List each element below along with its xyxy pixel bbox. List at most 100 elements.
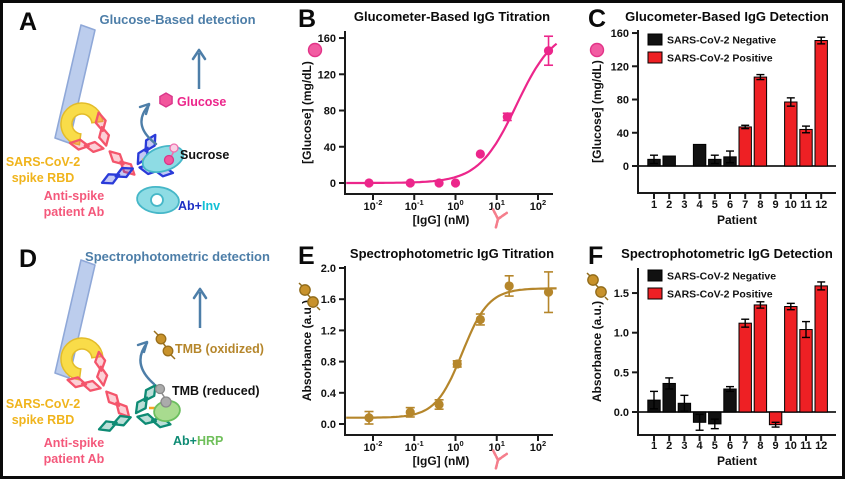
data-point (405, 178, 415, 188)
conjugate-label: Ab+Inv (178, 199, 220, 213)
conjugate-ab-label: Ab+ (173, 434, 197, 448)
bar (799, 128, 813, 167)
y-axis: 0 40 80 120 160 [Glucose] (mg/dL) (300, 33, 345, 190)
glucose-label: Glucose (177, 95, 226, 109)
x-axis-label: Patient (717, 454, 757, 468)
svg-text:3: 3 (681, 440, 687, 452)
data-point (434, 399, 444, 410)
bars (647, 40, 828, 167)
svg-text:11: 11 (800, 440, 812, 452)
up-arrow-head (192, 287, 208, 300)
svg-text:12: 12 (815, 199, 827, 211)
legend-label: SARS-CoV-2 Positive (667, 53, 773, 65)
y-axis: 0 40 80 120 160 [Glucose] (mg/dL) (590, 28, 638, 173)
legend-swatch (647, 269, 663, 282)
data-points (364, 281, 554, 423)
bar (753, 304, 768, 413)
axes (344, 31, 553, 195)
svg-text:1: 1 (651, 199, 657, 211)
y-axis-label: Absorbance (a.u.) (590, 301, 604, 402)
tmb-reduced-molecule (160, 396, 172, 408)
data-point (452, 359, 462, 369)
curved-arrow-head (138, 102, 151, 116)
panel-e: E Spectrophotometric IgG Titration 0.0 0.… (292, 240, 582, 476)
tmb-reduced-label: TMB (reduced) (172, 384, 260, 398)
curved-arrow-head (136, 340, 149, 354)
svg-text:102: 102 (530, 439, 546, 454)
chart-b-title: Glucometer-Based IgG Titration (353, 9, 551, 24)
bar (723, 388, 737, 413)
svg-text:1.6: 1.6 (321, 294, 336, 306)
svg-text:8: 8 (757, 199, 763, 211)
svg-text:101: 101 (489, 198, 505, 213)
panel-f-label: F (588, 242, 604, 270)
svg-text:160: 160 (318, 33, 336, 45)
svg-text:0.5: 0.5 (614, 367, 629, 379)
antibody-icon (491, 208, 509, 230)
legend: SARS-CoV-2 Negative SARS-CoV-2 Positive (647, 269, 776, 301)
y-axis-label: [Glucose] (mg/dL) (300, 61, 314, 164)
panel-a: A Glucose-Based detection SARS-CoV-2 spi… (3, 3, 292, 240)
tmb-stub (170, 354, 176, 360)
svg-text:10: 10 (785, 199, 797, 211)
svg-text:10-1: 10-1 (405, 439, 424, 454)
svg-text:1.5: 1.5 (614, 288, 629, 300)
curved-arrow-icon (140, 103, 158, 146)
svg-text:12: 12 (815, 440, 827, 452)
patient-ab-label: Anti-spike (44, 189, 104, 203)
bar (662, 155, 676, 167)
sucrose-fructose-unit (169, 143, 179, 153)
x-axis-label: [IgG] (nM) (413, 454, 470, 468)
legend-label: SARS-CoV-2 Positive (667, 289, 773, 301)
sucrose-label: Sucrose (180, 148, 229, 162)
svg-text:7: 7 (742, 199, 748, 211)
tmb-oxidized-molecule (155, 333, 167, 345)
svg-text:10-2: 10-2 (364, 198, 383, 213)
svg-text:0.0: 0.0 (614, 407, 629, 419)
svg-text:8: 8 (757, 440, 763, 452)
svg-text:80: 80 (324, 106, 336, 118)
svg-text:1.0: 1.0 (614, 328, 629, 340)
svg-text:10-1: 10-1 (405, 198, 424, 213)
bar (784, 101, 798, 167)
spike-rbd-label: spike RBD (12, 171, 75, 185)
tmb-molecule-icon (298, 282, 321, 311)
data-point (475, 149, 485, 159)
panel-d-title: Spectrophotometric detection (85, 249, 270, 264)
svg-text:40: 40 (617, 128, 629, 140)
bars (647, 285, 828, 426)
bar (799, 329, 813, 413)
chart-e-title: Spectrophotometric IgG Titration (349, 246, 555, 261)
svg-text:101: 101 (489, 439, 505, 454)
conjugate-enzyme-label: HRP (197, 434, 223, 448)
svg-text:160: 160 (611, 28, 629, 40)
panel-c-label: C (588, 5, 607, 33)
patient-ab-label: patient Ab (44, 452, 105, 466)
conjugate-enzyme-label: Inv (202, 199, 220, 213)
svg-text:3: 3 (681, 199, 687, 211)
patient-antibody (66, 350, 131, 419)
y-axis: 0.0 0.4 0.8 1.2 1.6 2.0 Absorbance (a.u.) (300, 263, 345, 431)
svg-text:5: 5 (712, 199, 718, 211)
glucose-dot-icon (307, 42, 323, 58)
bar (738, 126, 752, 167)
error-bars (650, 36, 826, 165)
svg-text:0.0: 0.0 (321, 419, 336, 431)
tmb-oxidized-label: TMB (oxidized) (175, 342, 264, 356)
svg-text:2: 2 (666, 199, 672, 211)
data-point (405, 407, 415, 417)
svg-text:0: 0 (623, 161, 629, 173)
bar (692, 143, 707, 167)
enzyme-notch (150, 193, 164, 207)
chart-c-title: Glucometer-Based IgG Detection (625, 9, 829, 24)
glucose-dot-icon (589, 42, 605, 58)
svg-text:10-2: 10-2 (364, 439, 383, 454)
bar (814, 285, 828, 413)
svg-text:100: 100 (447, 198, 463, 213)
svg-text:0.8: 0.8 (321, 357, 336, 369)
svg-text:120: 120 (611, 61, 629, 73)
